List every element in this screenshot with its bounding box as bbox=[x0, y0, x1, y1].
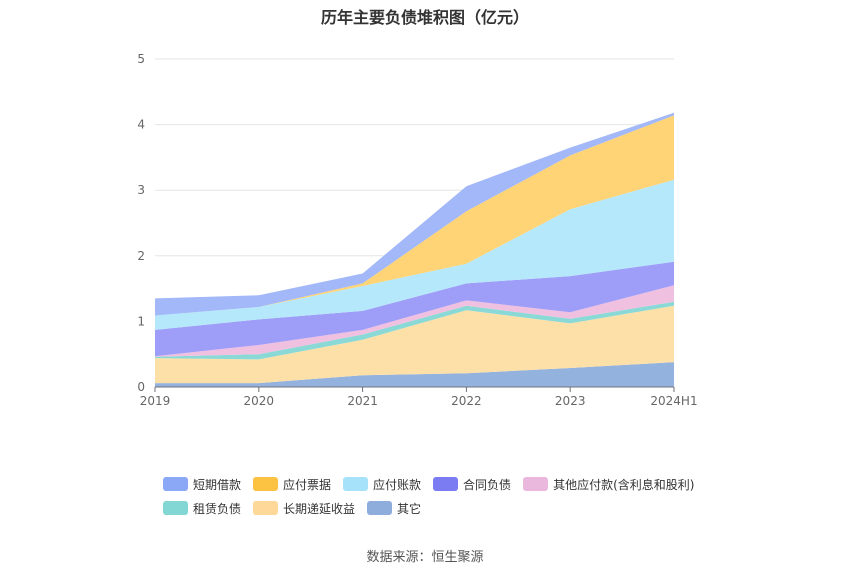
legend-swatch bbox=[253, 501, 279, 515]
legend-swatch bbox=[367, 501, 393, 515]
legend-item[interactable]: 租赁负债 bbox=[163, 500, 241, 517]
legend-swatch bbox=[433, 477, 459, 491]
legend-swatch bbox=[253, 477, 279, 491]
legend-label: 其他应付款(含利息和股利) bbox=[553, 477, 695, 492]
legend-label: 租赁负债 bbox=[193, 501, 242, 516]
legend-swatch bbox=[343, 477, 369, 491]
x-tick-label: 2019 bbox=[140, 394, 171, 408]
x-tick-label: 2024H1 bbox=[650, 394, 697, 408]
y-tick-label: 0 bbox=[137, 380, 145, 394]
area-series bbox=[155, 301, 674, 360]
area-series bbox=[155, 362, 674, 387]
y-tick-label: 2 bbox=[137, 249, 145, 263]
legend-row: 租赁负债 长期递延收益 其它 bbox=[163, 496, 723, 520]
area-series bbox=[155, 115, 674, 316]
x-tick-label: 2020 bbox=[244, 394, 275, 408]
chart-title: 历年主要负债堆积图（亿元） bbox=[320, 8, 529, 27]
legend-label: 其它 bbox=[397, 501, 422, 516]
legend-swatch bbox=[163, 501, 188, 515]
x-tick-label: 2021 bbox=[347, 394, 378, 408]
legend: 短期借款 应付票据 应付账款 合同负债 其他应付款(含利息和股利) 租赁负债 长期递延收益 其… bbox=[163, 472, 723, 520]
legend-label: 应付票据 bbox=[283, 477, 332, 492]
area-series bbox=[155, 112, 674, 387]
legend-item[interactable]: 合同负债 bbox=[433, 476, 511, 493]
legend-item[interactable]: 其他应付款(含利息和股利) bbox=[523, 476, 694, 493]
area-series bbox=[155, 112, 674, 316]
legend-label: 合同负债 bbox=[463, 477, 512, 492]
y-tick-label: 3 bbox=[137, 183, 145, 197]
legend-item[interactable]: 其它 bbox=[367, 500, 421, 517]
data-source-note: 数据来源：恒生聚源 bbox=[366, 550, 484, 565]
y-tick-label: 5 bbox=[137, 52, 145, 66]
area-series bbox=[155, 179, 674, 330]
legend-label: 长期递延收益 bbox=[283, 501, 356, 516]
x-tick-label: 2022 bbox=[451, 394, 482, 408]
legend-swatch bbox=[523, 477, 549, 491]
legend-label: 应付账款 bbox=[373, 477, 422, 492]
legend-item[interactable]: 短期借款 bbox=[163, 476, 241, 493]
legend-item[interactable]: 应付票据 bbox=[253, 476, 331, 493]
legend-item[interactable]: 长期递延收益 bbox=[253, 500, 355, 517]
legend-swatch bbox=[163, 477, 188, 491]
legend-label: 短期借款 bbox=[193, 477, 242, 492]
x-tick-label: 2023 bbox=[555, 394, 586, 408]
legend-item[interactable]: 应付账款 bbox=[343, 476, 421, 493]
area-series bbox=[155, 305, 674, 384]
y-tick-label: 1 bbox=[137, 314, 145, 328]
legend-row: 短期借款 应付票据 应付账款 合同负债 其他应付款(含利息和股利) bbox=[163, 472, 723, 496]
y-tick-label: 4 bbox=[137, 118, 145, 132]
axes: 0 1 2 3 4 5 2019 2020 2021 2022 2023 2024H1 bbox=[137, 52, 697, 408]
area-series bbox=[155, 261, 674, 357]
